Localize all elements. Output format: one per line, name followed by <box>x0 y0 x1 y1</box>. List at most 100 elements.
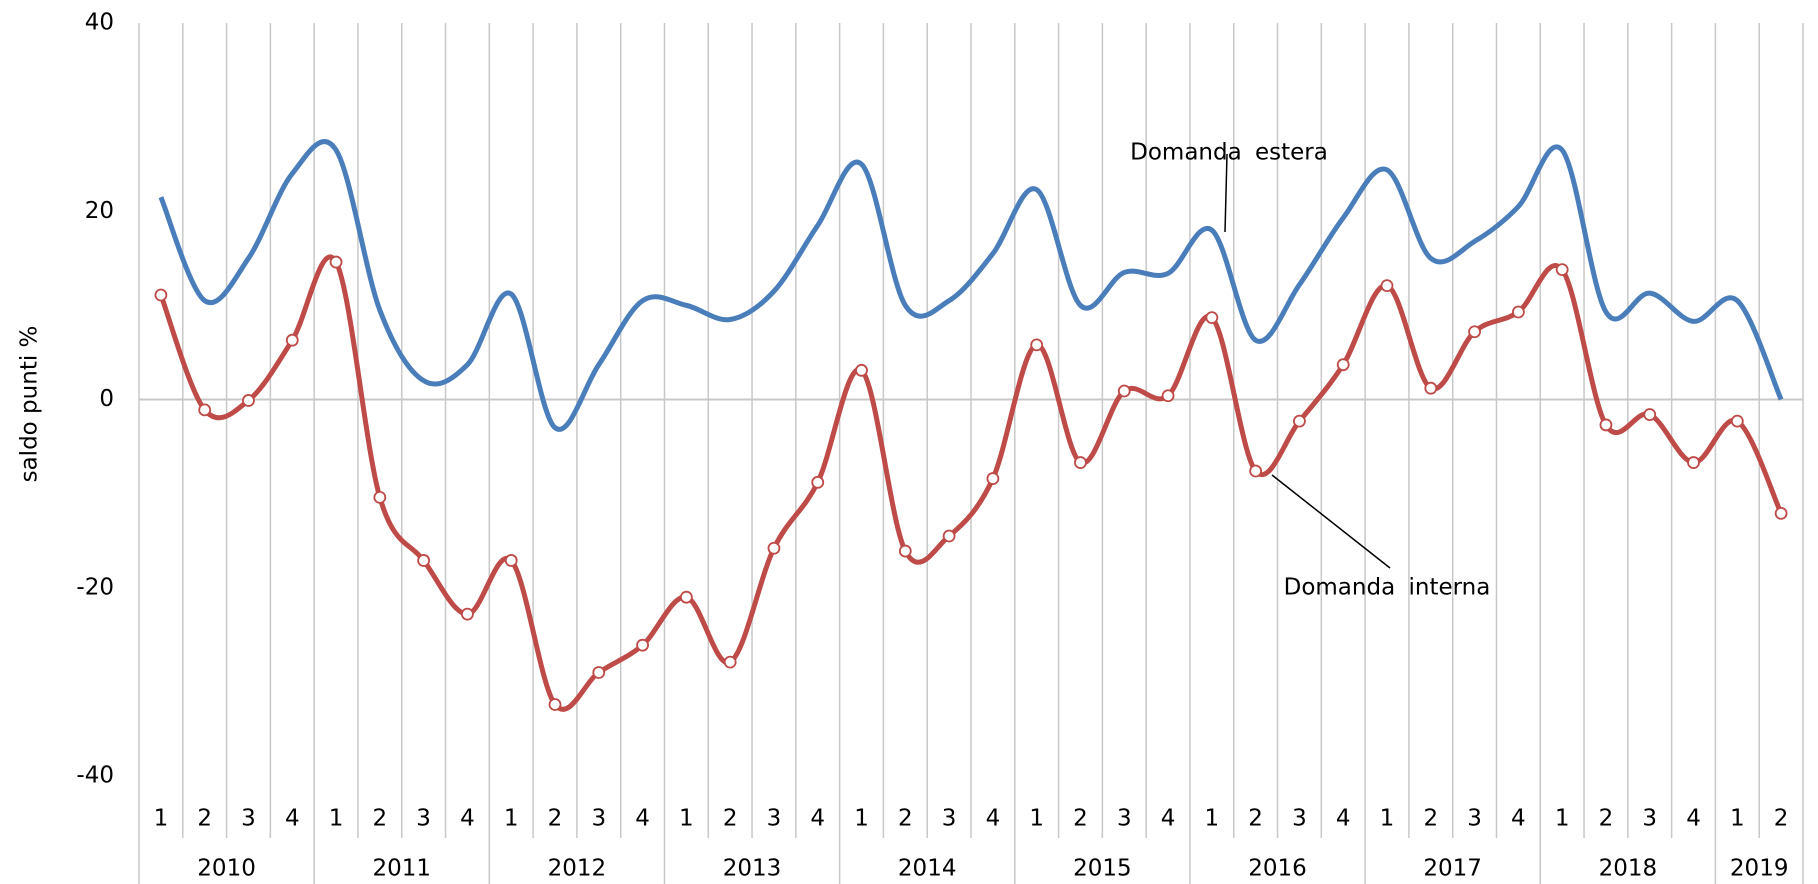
x-tick-label: 3 <box>1642 806 1657 832</box>
data-point <box>1774 506 1788 520</box>
data-point <box>1030 338 1044 352</box>
data-point <box>329 255 343 269</box>
data-point <box>1117 384 1131 398</box>
data-point <box>285 333 299 347</box>
x-tick-label: 4 <box>285 806 300 832</box>
x-tick-label: 4 <box>1511 806 1526 832</box>
x-tick-label: 3 <box>1467 806 1482 832</box>
x-tick-label: 2 <box>1599 806 1614 832</box>
x-tick-label: 4 <box>460 806 475 832</box>
data-point <box>1555 263 1569 277</box>
x-tick-label: 4 <box>635 806 650 832</box>
x-tick-label: 4 <box>1336 806 1351 832</box>
x-tick-label: 1 <box>1029 806 1044 832</box>
year-label: 2014 <box>898 856 957 882</box>
year-label: 2011 <box>372 856 431 882</box>
data-point <box>548 698 562 711</box>
x-tick-label: 3 <box>767 806 782 832</box>
y-axis-label: saldo punti % <box>17 326 43 483</box>
x-tick-label: 3 <box>1117 806 1132 832</box>
x-tick-label: 1 <box>1555 806 1570 832</box>
x-tick-label: 2 <box>373 806 388 832</box>
data-point <box>1205 311 1219 325</box>
series-line <box>158 139 1784 432</box>
data-point <box>504 554 518 567</box>
x-tick-label: 3 <box>1292 806 1307 832</box>
x-tick-label: 2 <box>1774 806 1789 832</box>
data-point <box>898 544 912 558</box>
x-tick-label: 3 <box>591 806 606 832</box>
x-tick-label: 2 <box>1248 806 1263 832</box>
data-point <box>855 363 868 377</box>
year-label: 2010 <box>197 856 256 882</box>
annotation: Domanda estera <box>1130 140 1328 166</box>
data-point <box>417 554 431 567</box>
y-tick-label: 20 <box>85 198 114 224</box>
y-tick-label: 40 <box>85 10 114 36</box>
data-point <box>373 490 387 504</box>
y-tick-label: -40 <box>76 763 114 789</box>
year-label: 2019 <box>1730 856 1789 882</box>
data-point <box>1336 358 1350 372</box>
y-tick-label: 0 <box>99 386 114 412</box>
x-tick-label: 4 <box>986 806 1001 832</box>
data-point <box>1293 414 1306 428</box>
data-point <box>1249 464 1263 478</box>
x-tick-label: 3 <box>942 806 957 832</box>
data-point <box>242 394 255 407</box>
data-point <box>1161 389 1175 403</box>
x-tick-label: 1 <box>854 806 869 832</box>
data-point <box>461 607 474 621</box>
year-label: 2018 <box>1599 856 1658 882</box>
x-tick-label: 1 <box>329 806 344 832</box>
data-point <box>1074 456 1087 469</box>
x-tick-label: 1 <box>1730 806 1745 832</box>
data-point <box>1599 418 1613 432</box>
x-tick-label: 4 <box>1686 806 1701 832</box>
x-tick-label: 1 <box>504 806 519 832</box>
data-point <box>154 288 168 302</box>
x-tick-label: 2 <box>723 806 738 832</box>
annotation-leader <box>1271 474 1391 569</box>
x-tick-label: 3 <box>241 806 256 832</box>
data-point <box>1424 381 1438 395</box>
data-point <box>1643 408 1657 421</box>
x-tick-label: 2 <box>1423 806 1438 832</box>
x-tick-label: 1 <box>154 806 169 832</box>
grid <box>138 23 1804 884</box>
year-label: 2015 <box>1073 856 1132 882</box>
x-tick-label: 2 <box>197 806 212 832</box>
data-point <box>723 655 737 669</box>
data-point <box>1511 305 1525 319</box>
x-tick-label: 2 <box>548 806 563 832</box>
annotation-leader <box>1224 153 1228 233</box>
data-point <box>767 541 781 555</box>
data-point <box>679 590 693 604</box>
data-point <box>811 475 825 489</box>
data-point <box>986 472 1000 485</box>
data-point <box>1468 325 1481 339</box>
year-label: 2017 <box>1423 856 1482 882</box>
data-point <box>942 529 956 543</box>
lines <box>154 139 1788 712</box>
x-tick-label: 4 <box>810 806 825 832</box>
year-label: 2013 <box>723 856 782 882</box>
x-tick-label: 2 <box>1073 806 1088 832</box>
data-point <box>198 403 212 417</box>
x-tick-label: 1 <box>679 806 694 832</box>
data-point <box>1730 414 1744 428</box>
year-label: 2016 <box>1248 856 1307 882</box>
x-tick-label: 1 <box>1205 806 1220 832</box>
annotation: Domanda interna <box>1284 575 1491 601</box>
year-label: 2012 <box>548 856 607 882</box>
x-tick-label: 2 <box>898 806 913 832</box>
x-tick-label: 3 <box>416 806 431 832</box>
data-point <box>1687 456 1700 469</box>
data-point <box>592 666 606 679</box>
y-tick-label: -20 <box>76 574 114 600</box>
x-tick-label: 4 <box>1161 806 1176 832</box>
data-point <box>1380 279 1394 293</box>
x-tick-label: 1 <box>1380 806 1395 832</box>
data-point <box>636 638 649 652</box>
